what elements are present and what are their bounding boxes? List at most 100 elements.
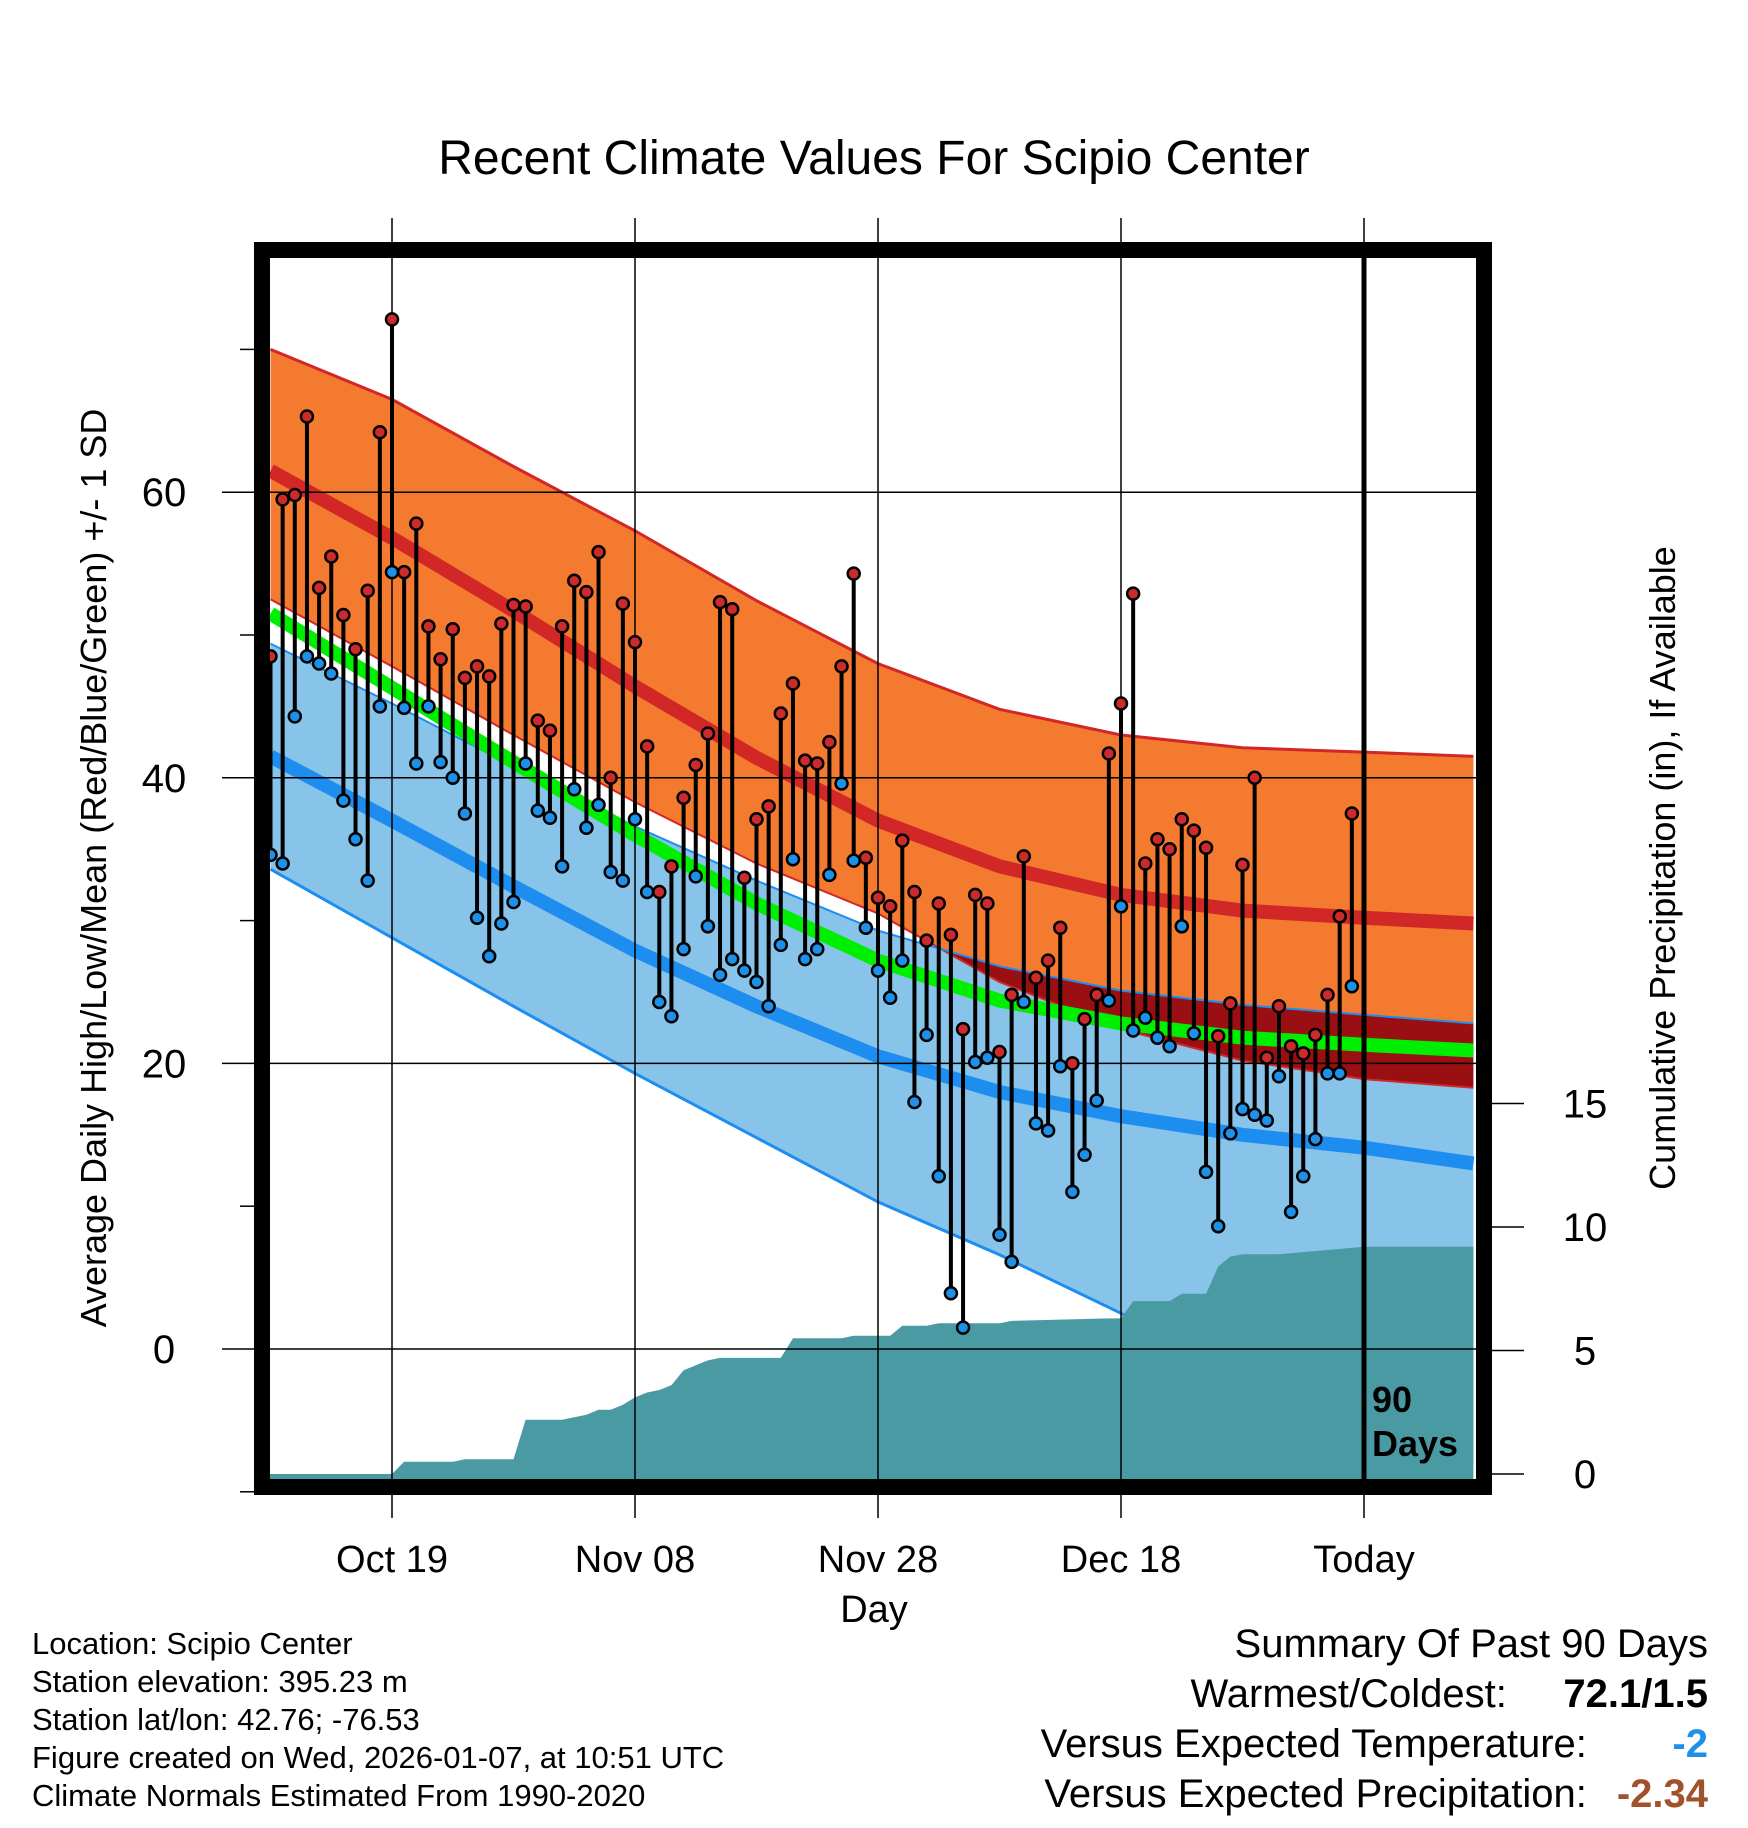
today-label-days: Days — [1372, 1423, 1458, 1464]
daily-high-point — [1065, 1056, 1080, 1071]
plot-frame — [254, 242, 1492, 1495]
daily-high-point — [1247, 770, 1262, 786]
daily-low-point — [1259, 1113, 1275, 1128]
daily-low-point — [506, 894, 521, 910]
summary-precipitation: Versus Expected Precipitation: -2.34 — [1044, 1772, 1708, 1817]
daily-high-point — [1162, 841, 1177, 857]
daily-high-point — [797, 753, 813, 768]
daily-high-point — [1223, 996, 1238, 1011]
precip-label: Versus Expected Precipitation: — [1044, 1772, 1587, 1816]
x-tick-label: Nov 08 — [575, 1539, 695, 1581]
daily-low-point — [336, 793, 351, 808]
daily-low-point — [372, 699, 388, 714]
daily-low-point — [676, 941, 691, 957]
daily-low-point — [810, 941, 825, 957]
daily-high-point — [299, 409, 315, 424]
daily-high-point — [384, 312, 400, 327]
y2-tick-label: 15 — [1563, 1083, 1608, 1127]
daily-low-point — [481, 949, 497, 964]
daily-low-point — [1344, 979, 1360, 994]
daily-low-point — [579, 820, 594, 836]
daily-low-point — [615, 873, 631, 888]
daily-high-point — [907, 884, 922, 900]
daily-high-point — [567, 573, 582, 588]
daily-high-point — [275, 492, 290, 507]
daily-low-point — [360, 873, 375, 888]
daily-high-point — [1186, 823, 1202, 838]
daily-low-point — [1101, 993, 1117, 1008]
daily-low-point — [919, 1027, 934, 1043]
daily-high-point — [1344, 806, 1360, 821]
y-tick-label: 60 — [142, 471, 187, 515]
daily-low-point — [1162, 1039, 1177, 1054]
daily-low-point — [992, 1227, 1007, 1243]
daily-low-point — [627, 811, 643, 827]
daily-high-point — [1028, 970, 1044, 985]
x-axis-label: Day — [840, 1589, 908, 1631]
daily-high-point — [445, 622, 460, 637]
daily-low-point — [1271, 1069, 1287, 1084]
daily-high-point — [1138, 856, 1153, 871]
daily-low-point — [1150, 1030, 1165, 1045]
daily-high-point — [396, 564, 412, 580]
daily-high-point — [664, 859, 679, 874]
daily-high-point — [712, 594, 728, 610]
daily-high-point — [1259, 1050, 1275, 1065]
summary-title: Summary Of Past 90 Days — [1235, 1622, 1708, 1667]
daily-low-point — [1223, 1126, 1238, 1141]
daily-high-point — [846, 566, 861, 581]
daily-low-point — [275, 856, 290, 871]
daily-low-point — [542, 810, 558, 826]
daily-high-point — [542, 723, 558, 738]
daily-high-point — [554, 619, 570, 634]
daily-low-point — [1040, 1123, 1056, 1138]
warmest-value: 72.1/1.5 — [1563, 1672, 1708, 1716]
daily-low-point — [1053, 1059, 1068, 1074]
warmest-label: Warmest/Coldest: — [1190, 1672, 1507, 1716]
daily-low-point — [1247, 1107, 1262, 1123]
daily-low-point — [396, 700, 412, 716]
temp-value: -2 — [1672, 1722, 1708, 1766]
daily-low-point — [943, 1286, 959, 1301]
daily-high-point — [1053, 920, 1068, 935]
temp-label: Versus Expected Temperature: — [1040, 1722, 1587, 1766]
daily-low-point — [348, 831, 363, 847]
daily-low-point — [1235, 1101, 1250, 1117]
daily-high-point — [518, 599, 533, 614]
daily-low-point — [1283, 1204, 1299, 1220]
chart-title: Recent Climate Values For Scipio Center — [438, 132, 1309, 185]
daily-high-point — [943, 927, 959, 943]
daily-low-point — [712, 967, 728, 983]
daily-high-point — [1198, 840, 1214, 856]
daily-high-point — [615, 596, 631, 611]
daily-low-point — [700, 919, 716, 934]
daily-high-point — [724, 602, 740, 617]
daily-high-point — [1283, 1039, 1299, 1054]
daily-high-point — [1040, 953, 1056, 968]
daily-low-point — [846, 853, 861, 868]
daily-high-point — [858, 850, 874, 866]
daily-high-point — [919, 933, 934, 948]
x-tick-label: Dec 18 — [1061, 1539, 1181, 1581]
daily-high-point — [360, 583, 375, 598]
daily-high-point — [1320, 987, 1335, 1003]
y-axis-label: Average Daily High/Low/Mean (Red/Blue/Gr… — [73, 409, 114, 1328]
x-tick-label: Nov 28 — [818, 1539, 938, 1581]
daily-high-point — [749, 811, 764, 827]
y-tick-label: 40 — [142, 757, 187, 801]
daily-low-point — [834, 776, 849, 791]
daily-high-point — [882, 899, 898, 914]
summary-warmest: Warmest/Coldest: 72.1/1.5 — [1191, 1672, 1709, 1717]
daily-high-point — [506, 597, 521, 613]
daily-low-point — [1113, 899, 1129, 914]
daily-high-point — [1210, 1029, 1226, 1044]
daily-low-point — [967, 1054, 983, 1070]
daily-low-point — [907, 1094, 922, 1110]
daily-high-point — [421, 619, 436, 634]
daily-high-point — [785, 676, 801, 691]
daily-low-point — [1296, 1168, 1311, 1184]
daily-high-point — [603, 770, 618, 786]
daily-high-point — [931, 896, 946, 911]
daily-high-point — [1150, 831, 1165, 847]
daily-high-point — [700, 726, 716, 741]
